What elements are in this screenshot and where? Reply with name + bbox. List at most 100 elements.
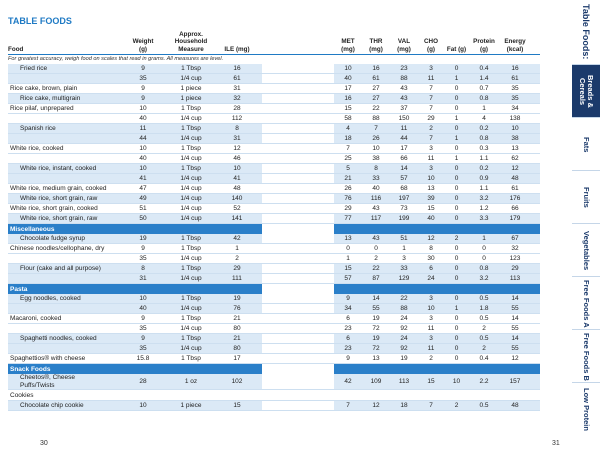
cell: 1 Tbsp xyxy=(181,234,201,242)
column-header: ILE (mg) xyxy=(224,45,250,53)
cell: 1 piece xyxy=(180,94,202,102)
tab[interactable]: Fats xyxy=(572,117,600,171)
cell: 2 xyxy=(429,124,433,132)
tab[interactable]: Low Protein xyxy=(572,382,600,436)
cell: 29 xyxy=(511,264,519,272)
cell: 1.8 xyxy=(479,304,489,312)
cell: 0 xyxy=(454,214,459,222)
cell: 0.2 xyxy=(479,124,489,132)
cell: 41 xyxy=(139,174,147,182)
table-row: White rice, short grain, cooked 51 1/4 cup… xyxy=(8,204,540,214)
section-row: Miscellaneous xyxy=(8,224,540,234)
cell: 3.3 xyxy=(479,214,489,222)
food-cell: Chocolate fudge syrup xyxy=(8,235,126,243)
cell: 179 xyxy=(509,214,521,222)
cell: 9 xyxy=(141,84,145,92)
cell: 2.2 xyxy=(479,377,489,385)
cell: 150 xyxy=(398,114,410,122)
tab[interactable]: Fruits xyxy=(572,170,600,224)
cell: 10 xyxy=(139,294,147,302)
cell: 13 xyxy=(372,354,380,362)
cell: 1 oz xyxy=(184,377,198,385)
cell: 0 xyxy=(454,64,459,72)
table-row: 35 1/4 cup 80 23 72 92 11 0 2 55 xyxy=(8,324,540,334)
title: TABLE FOODS xyxy=(8,16,72,26)
cell: 33 xyxy=(372,174,380,182)
cell: 1 xyxy=(454,114,459,122)
food-name: Chinese noodles/cellophane, dry xyxy=(10,244,105,252)
cell: 15 xyxy=(427,204,435,212)
food-cell: White rice, short grain, raw xyxy=(8,215,126,223)
tab[interactable]: Vegetables xyxy=(572,223,600,277)
cell: 61 xyxy=(372,74,380,82)
cell: 3 xyxy=(402,254,406,262)
cell: 21 xyxy=(233,334,241,342)
cell: 13 xyxy=(511,144,519,152)
cell: 3 xyxy=(429,334,433,342)
tab[interactable]: Free Foods B xyxy=(572,329,600,383)
cell: 61 xyxy=(511,74,519,82)
cell: 1/4 cup xyxy=(180,74,202,82)
subsection-row: Cookies xyxy=(8,390,540,401)
tab-label: Fats xyxy=(582,136,591,153)
cell: 2 xyxy=(235,254,239,262)
table-row: 41 1/4 cup 41 21 33 57 10 0 0.9 48 xyxy=(8,174,540,184)
cell: 76 xyxy=(344,194,352,202)
section-label: Snack Foods xyxy=(10,365,51,373)
cell: 9 xyxy=(141,64,145,72)
cell: 140 xyxy=(231,194,243,202)
cell: 1 piece xyxy=(180,401,202,409)
table-row: 40 1/4 cup 46 25 38 66 11 1 1.1 62 xyxy=(8,154,540,164)
cell: 88 xyxy=(372,114,380,122)
column-header: Fat (g) xyxy=(446,45,467,53)
cell: 19 xyxy=(372,334,380,342)
cell: 12 xyxy=(233,144,241,152)
column-headers: Food Weight (g) Approx. Household Measure I… xyxy=(8,31,540,55)
cell: 51 xyxy=(400,234,408,242)
cell: 1.2 xyxy=(479,204,489,212)
food-name: Rice cake, brown, plain xyxy=(10,84,78,92)
cell: 7 xyxy=(429,104,433,112)
cell: 27 xyxy=(372,94,380,102)
cell: 61 xyxy=(511,184,519,192)
cell: 8 xyxy=(429,244,433,252)
tab[interactable]: Free Foods A xyxy=(572,276,600,330)
column-header: MET (mg) xyxy=(341,38,355,53)
cell: 34 xyxy=(344,304,352,312)
cell: 18 xyxy=(344,134,352,142)
cell: 9 xyxy=(141,314,145,322)
food-name: White rice, medium grain, cooked xyxy=(10,184,107,192)
cell: 0 xyxy=(454,244,459,252)
tab[interactable]: Breads & Cereals xyxy=(572,64,600,118)
cell: 46 xyxy=(233,154,241,162)
cell: 14 xyxy=(511,314,519,322)
table-row: White rice, cooked 10 1 Tbsp 12 7 10 17 3 0 0.3 13 xyxy=(8,144,540,154)
tab-label: Free Foods B xyxy=(582,332,591,381)
cell: 44 xyxy=(400,134,408,142)
column-header: THR (mg) xyxy=(369,38,383,53)
table-row: 35 1/4 cup 2 1 2 3 30 0 0 123 xyxy=(8,254,540,264)
cell: 12 xyxy=(511,164,519,172)
food-name: Spanish rice xyxy=(20,124,56,132)
cell: 22 xyxy=(372,104,380,112)
cell: 0 xyxy=(454,94,459,102)
page-number: 31 xyxy=(552,440,560,447)
cell: 199 xyxy=(398,214,410,222)
food-cell: White rice, medium grain, cooked xyxy=(8,185,126,193)
cell: 19 xyxy=(233,294,241,302)
cell: 9 xyxy=(346,354,350,362)
food-name: White rice, instant, cooked xyxy=(20,164,97,172)
cell: 10 xyxy=(372,144,380,152)
cell: 116 xyxy=(370,194,382,202)
cell: 1 Tbsp xyxy=(181,104,201,112)
cell: 42 xyxy=(344,377,352,385)
cell: 7 xyxy=(429,84,433,92)
cell: 1/4 cup xyxy=(180,274,202,282)
cell: 31 xyxy=(233,84,241,92)
cell: 73 xyxy=(400,204,408,212)
cell: 26 xyxy=(344,184,352,192)
table-row: 40 1/4 cup 76 34 55 88 10 1 1.8 55 xyxy=(8,304,540,314)
cell: 26 xyxy=(372,134,380,142)
cell: 48 xyxy=(233,184,241,192)
cell: 0 xyxy=(454,294,459,302)
